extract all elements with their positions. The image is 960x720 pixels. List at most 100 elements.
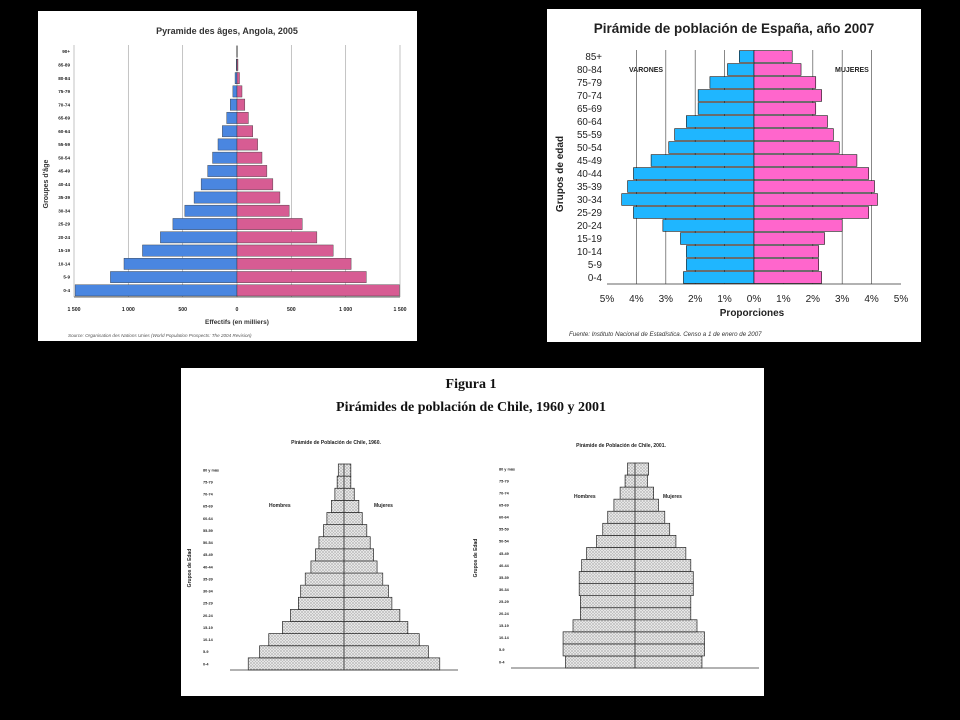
chile-1960-age-label: 50-54: [203, 541, 214, 545]
chile-1960-age-label: 70-74: [203, 493, 214, 497]
angola-female-bar: [236, 98, 246, 111]
chile-1960-male-bar: [310, 560, 345, 574]
chile-1960-age-label: 40-44: [203, 565, 214, 569]
angola-female-bar: [236, 59, 239, 71]
angola-x-tick-label: 1 000: [122, 307, 135, 313]
spain-x-tick-label: 3%: [835, 294, 850, 305]
chile-2001-female-bar: [634, 631, 705, 645]
chile-1960-female-bar: [343, 560, 378, 574]
chile-pyramids-chart: Figura 1 Pirámides de población de Chile…: [187, 377, 759, 671]
spain-female-bar: [753, 193, 878, 206]
spain-male-bar: [686, 258, 755, 271]
spain-x-axis-label: Proporciones: [720, 308, 785, 319]
angola-male-bar: [232, 85, 238, 98]
chile-1960-female-bar: [343, 633, 420, 647]
spain-female-bar: [753, 141, 840, 154]
chile-2001-male-bar: [586, 547, 636, 560]
spain-x-tick-label: 3%: [659, 294, 674, 305]
chile-1960-age-label: 25-29: [203, 602, 213, 606]
spain-female-bar: [753, 115, 828, 128]
spain-age-label: 5-9: [588, 260, 602, 271]
chile-2001-male-bar: [624, 474, 636, 488]
angola-age-label: 75-79: [58, 89, 70, 94]
chile-1960-age-label: 60-64: [203, 517, 214, 521]
chile-2001-age-label: 55-59: [499, 528, 509, 532]
chile-1960-male-bar: [336, 475, 345, 489]
spain-age-label: 35-39: [577, 182, 602, 193]
chile-1960-female-bar: [343, 487, 355, 501]
chile-2001-age-label: 80 y más: [499, 467, 515, 471]
angola-female-bar: [236, 85, 243, 98]
spain-x-tick-label: 5%: [894, 294, 909, 305]
angola-male-bar: [212, 151, 238, 164]
chile-2001-male-bar: [580, 607, 636, 621]
chile-2001-age-label: 10-14: [499, 636, 510, 640]
chile-1960-male-bar: [268, 633, 345, 647]
angola-age-label: 40-44: [58, 182, 70, 187]
chile-1960-age-label: 55-59: [203, 529, 213, 533]
angola-age-label: 70-74: [58, 102, 70, 107]
angola-chart-title: Pyramide des âges, Angola, 2005: [156, 26, 298, 36]
angola-female-bar: [236, 72, 240, 84]
chile-2001-age-label: 45-49: [499, 552, 509, 556]
chile-1960-age-label: 75-79: [203, 481, 213, 485]
spain-male-bar: [650, 154, 755, 167]
spain-male-bar: [697, 102, 755, 115]
chile-1960-female-bar: [343, 572, 384, 586]
spain-age-label: 85+: [585, 52, 602, 63]
spain-female-bar: [753, 128, 834, 141]
angola-female-bar: [236, 231, 318, 244]
chile-1960-male-bar: [334, 487, 345, 501]
chile-2001-female-bar: [634, 619, 698, 633]
angola-x-tick-label: 500: [178, 307, 187, 313]
chile-1960-male-bar: [282, 621, 345, 634]
spain-x-tick-label: 5%: [600, 294, 615, 305]
chile-2001-female-bar: [634, 595, 692, 609]
angola-female-bar: [236, 204, 290, 217]
spain-female-bar: [753, 180, 875, 193]
angola-male-bar: [226, 112, 238, 124]
spain-female-bar: [753, 50, 793, 63]
spain-y-axis-label: Grupos de edad: [555, 136, 566, 212]
chile-2001-male-bar: [581, 559, 636, 572]
spain-x-tick-label: 2%: [688, 294, 703, 305]
chile-1960-age-label: 5-9: [203, 650, 209, 654]
angola-age-label: 25-29: [58, 222, 70, 227]
chile-2001-female-bar: [634, 571, 694, 584]
chile-2001-y-axis-label: Grupos de Edad: [473, 539, 479, 578]
chile-1960-age-label: 35-39: [203, 577, 213, 581]
angola-age-label: 45-49: [58, 169, 70, 174]
angola-age-label: 90+: [62, 49, 70, 54]
chile-1960-age-label: 65-69: [203, 505, 213, 509]
angola-male-bar: [74, 284, 238, 297]
chile-2001-female-bar: [634, 535, 677, 548]
spain-male-bar: [739, 50, 755, 63]
angola-female-bar: [236, 125, 253, 138]
angola-age-label: 35-39: [58, 195, 70, 200]
chile-2001-female-bar: [634, 643, 705, 657]
angola-male-bar: [160, 231, 238, 244]
angola-female-bar: [236, 165, 268, 177]
spain-male-bar: [680, 232, 755, 245]
spain-female-bar: [753, 167, 869, 180]
chile-2001-female-bar: [634, 559, 692, 572]
chile-1960-age-label: 0-4: [203, 662, 209, 666]
angola-male-bar: [207, 165, 238, 177]
chile-1960-male-bar: [298, 596, 345, 610]
angola-age-label: 55-59: [58, 142, 70, 147]
chile-1960-male-bar: [337, 463, 345, 477]
chile-figure-heading: Figura 1: [446, 377, 497, 392]
angola-female-bar: [236, 258, 352, 270]
chile-1960-age-label: 20-24: [203, 614, 214, 618]
chile-2001-male-bar: [627, 462, 636, 476]
angola-pyramid-panel: Pyramide des âges, Angola, 2005 Groupes …: [38, 11, 417, 341]
spain-x-tick-label: 1%: [776, 294, 791, 305]
chile-2001-age-label: 50-54: [499, 540, 510, 544]
spain-age-label: 60-64: [577, 117, 603, 128]
angola-age-label: 30-34: [58, 208, 70, 213]
chile-2001-female-bar: [634, 462, 649, 476]
spain-age-label: 50-54: [577, 143, 603, 154]
spain-female-bar: [753, 76, 817, 89]
angola-female-bar: [236, 191, 281, 204]
chile-1960-female-bar: [343, 621, 409, 634]
